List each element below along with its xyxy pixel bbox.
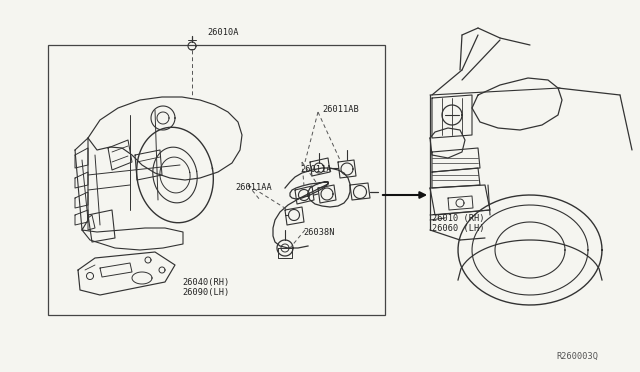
Text: R260003Q: R260003Q: [556, 352, 598, 361]
Text: 26010 (RH): 26010 (RH): [432, 214, 484, 223]
Text: 26090(LH): 26090(LH): [182, 288, 229, 297]
Text: 26011A: 26011A: [300, 165, 332, 174]
Text: 26038N: 26038N: [303, 228, 335, 237]
Text: 26010A: 26010A: [207, 28, 239, 37]
Bar: [48, 45, 385, 315]
Text: 26011AB: 26011AB: [322, 105, 359, 114]
Text: 26060 (LH): 26060 (LH): [432, 224, 484, 233]
Text: 26011AA: 26011AA: [235, 183, 272, 192]
Text: 26040(RH): 26040(RH): [182, 278, 229, 287]
